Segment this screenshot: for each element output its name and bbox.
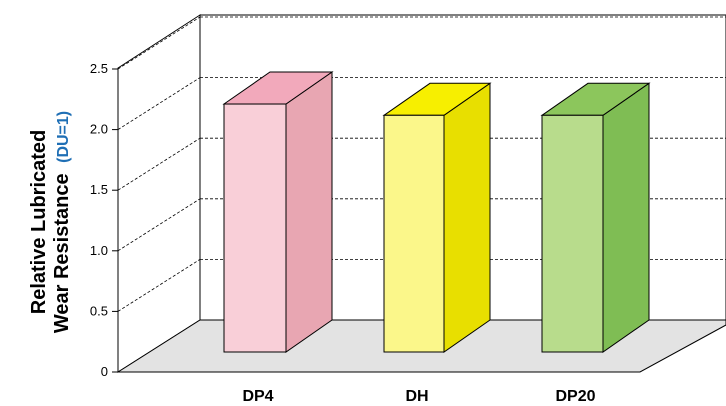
gridline-side	[117, 137, 201, 191]
left-wall	[117, 14, 201, 373]
bar-side	[602, 82, 650, 353]
bar-front	[541, 114, 604, 353]
gridline-side	[117, 198, 201, 252]
y-axis-title-line2-main: Wear Resistance	[51, 173, 73, 333]
bar-dp20	[540, 82, 651, 353]
bar-front	[223, 103, 287, 353]
category-labels: DP4 DH DP20	[242, 388, 595, 405]
y-tick-label: 0	[101, 364, 108, 379]
bar-side	[285, 71, 333, 353]
category-label-dh: DH	[405, 388, 428, 405]
bar-dp4	[222, 71, 334, 353]
category-label-dp4: DP4	[242, 388, 273, 405]
y-axis-ticks: 0 0.5 1.0 1.5 2.0 2.5	[90, 61, 118, 379]
category-label-dp20: DP20	[555, 388, 595, 405]
y-tick-label: 2.5	[90, 61, 108, 76]
y-axis-unit: (DU=1)	[55, 111, 72, 163]
y-tick-label: 1.0	[90, 243, 108, 258]
y-tick-label: 2.0	[90, 122, 108, 137]
y-tick-label: 0.5	[90, 303, 108, 318]
y-axis-title-line1: Relative Lubricated	[28, 130, 50, 315]
bar-dh	[382, 82, 492, 353]
gridline-side	[117, 16, 201, 70]
y-axis-title: Relative Lubricated Wear Resistance (DU=…	[28, 111, 73, 333]
gridline-side	[117, 77, 201, 130]
y-tick-label: 1.5	[90, 182, 108, 197]
bars	[222, 71, 651, 353]
bar-front	[383, 114, 445, 353]
y-axis-title-line2: Wear Resistance (DU=1)	[51, 111, 73, 333]
gridline-side	[117, 259, 201, 312]
bar-side	[443, 82, 491, 353]
